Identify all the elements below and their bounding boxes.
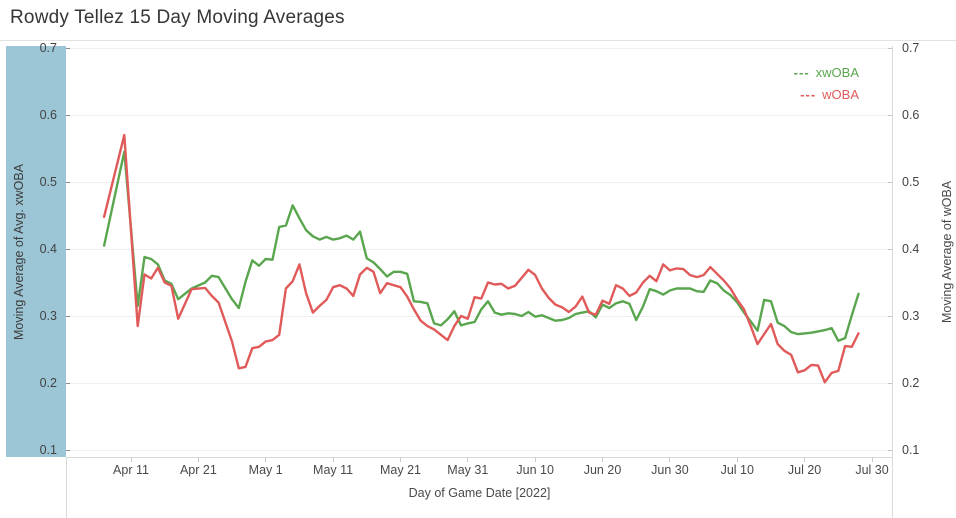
y-tick-label-left: 0.4: [39, 242, 57, 256]
x-tick-mark: [534, 457, 536, 462]
x-axis-domain-line: [66, 457, 893, 458]
x-tick-mark: [804, 457, 806, 462]
x-tick-label: Apr 21: [179, 463, 217, 477]
y-tick-label-left: 0.6: [39, 108, 57, 122]
y-tick-label-left: 0.1: [39, 443, 57, 457]
x-tick-label: Jun 30: [651, 463, 689, 477]
legend: --- xwOBA --- wOBA: [794, 62, 859, 106]
y-tick-label-right: 0.7: [902, 41, 920, 55]
woba-dash-swatch: ---: [800, 87, 817, 102]
y-tick-label-left: 0.5: [39, 175, 57, 189]
x-tick-mark: [602, 457, 603, 462]
y-tick-label-left: 0.3: [39, 309, 57, 323]
y-tick-label-right: 0.1: [902, 443, 920, 457]
y-tick-label-right: 0.4: [902, 242, 920, 256]
x-tick-mark: [332, 457, 334, 462]
x-tick-mark: [400, 457, 401, 462]
x-tick-mark: [467, 457, 469, 462]
x-tick-label: Jul 20: [787, 463, 822, 477]
y-tick-label-left: 0.7: [39, 41, 57, 55]
x-axis-title: Day of Game Date [2022]: [408, 486, 551, 500]
right-axis: Moving Average of wOBA 0.1 0.2 0.3 0.4 0.5 0.…: [893, 41, 956, 457]
xwoba-dash-swatch: ---: [793, 65, 810, 80]
y-tick-label-left: 0.2: [39, 376, 57, 390]
x-tick-mark: [197, 457, 199, 462]
x-tick-label: Jul 10: [720, 463, 754, 477]
legend-item-woba[interactable]: --- wOBA: [794, 84, 859, 106]
title-divider: [0, 40, 956, 41]
legend-label-xwoba: xwOBA: [815, 65, 859, 80]
legend-item-xwoba[interactable]: --- xwOBA: [794, 62, 859, 84]
x-tick-label: May 11: [313, 463, 354, 477]
x-tick-mark: [669, 457, 671, 462]
x-tick-label: Jun 20: [583, 463, 622, 477]
x-tick-label: May 1: [248, 463, 283, 477]
y-tick-label-right: 0.3: [902, 309, 920, 323]
x-tick-mark: [871, 457, 873, 462]
x-tick-label: May 21: [380, 463, 421, 477]
woba-line[interactable]: [102, 133, 860, 384]
legend-label-woba: wOBA: [822, 87, 859, 102]
x-tick-label: Jul 30: [855, 463, 889, 477]
left-axis-line: [66, 457, 67, 518]
x-tick-mark: [130, 457, 132, 462]
x-tick-mark: [265, 457, 267, 462]
chart-title: Rowdy Tellez 15 Day Moving Averages: [10, 7, 345, 28]
left-axis-title: Moving Average of Avg. xwOBA: [12, 163, 26, 340]
y-tick-label-right: 0.2: [902, 376, 920, 390]
right-axis-line: [892, 46, 893, 518]
left-axis-band: Moving Average of Avg. xwOBA 0.1 0.2 0.3 0.…: [6, 41, 66, 457]
x-tick-label: Jun 10: [516, 463, 554, 477]
x-tick-label: May 31: [447, 463, 489, 477]
right-axis-title: Moving Average of wOBA: [940, 180, 954, 323]
y-tick-label-right: 0.6: [902, 108, 920, 122]
y-tick-label-right: 0.5: [902, 175, 920, 189]
x-tick-label: Apr 11: [113, 463, 149, 477]
plot-area[interactable]: [66, 46, 893, 457]
x-tick-mark: [736, 457, 738, 462]
xwoba-line[interactable]: [102, 150, 860, 342]
